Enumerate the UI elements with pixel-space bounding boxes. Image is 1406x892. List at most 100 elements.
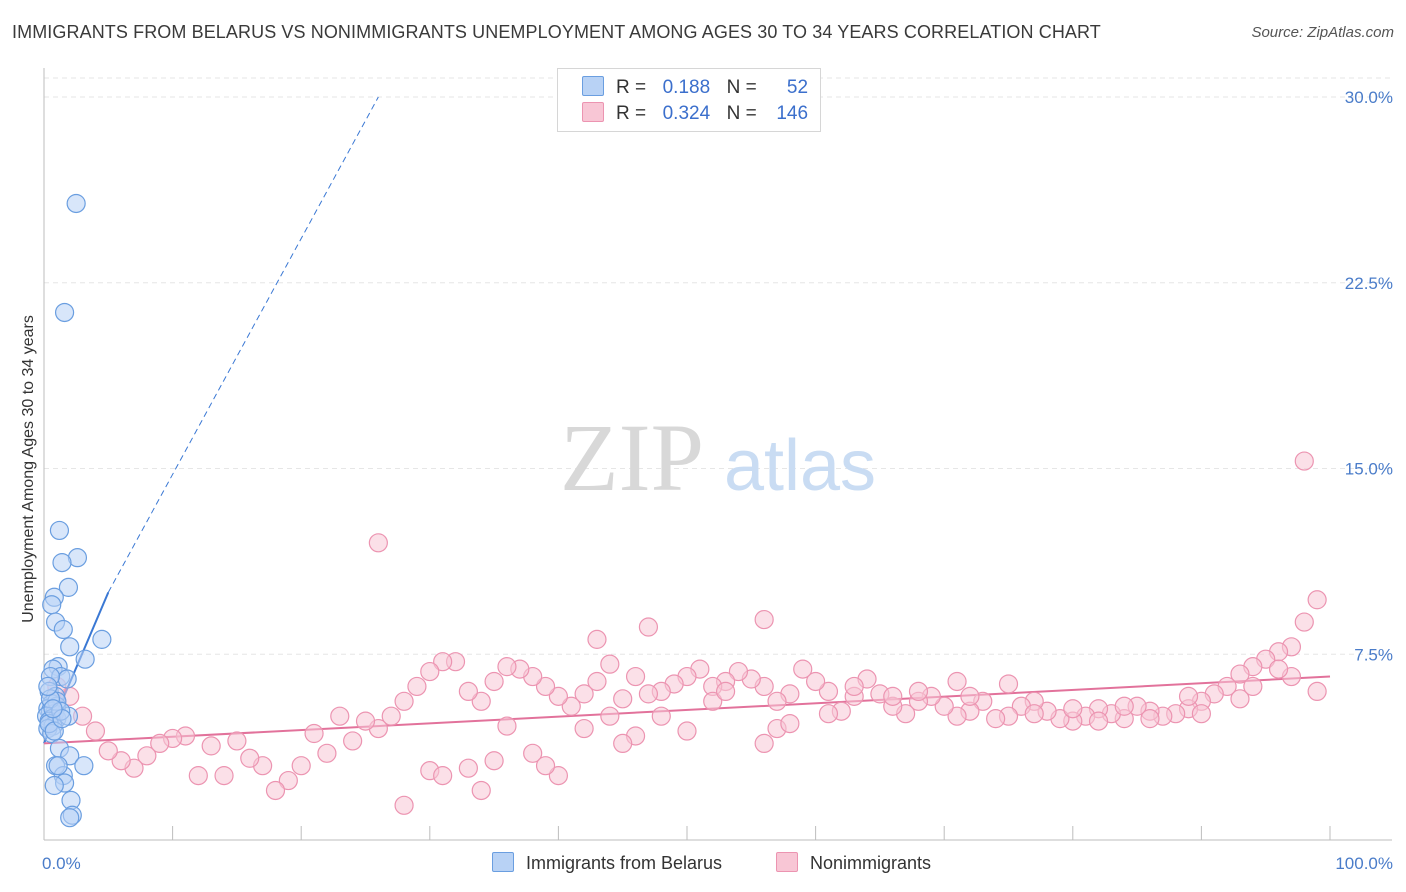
point-nonimmigrant xyxy=(484,751,504,771)
point-nonimmigrant xyxy=(1024,704,1044,724)
point-nonimmigrant xyxy=(330,706,350,726)
legend-n-value-2: 146 xyxy=(776,103,809,124)
legend-r-label-1: R = xyxy=(616,77,647,98)
point-nonimmigrant xyxy=(535,756,556,776)
point-nonimmigrant xyxy=(754,609,774,630)
legend-r-value-1: 0.188 xyxy=(662,77,711,98)
point-nonimmigrant xyxy=(587,671,607,692)
point-nonimmigrant xyxy=(805,671,826,692)
stats-legend: R = 0.188 N = 52 R = 0.324 N = 146 xyxy=(557,68,821,132)
point-nonimmigrant xyxy=(1140,709,1160,729)
point-belarus xyxy=(58,577,79,597)
legend-r-value-2: 0.324 xyxy=(662,103,711,124)
point-nonimmigrant xyxy=(1230,689,1250,709)
point-nonimmigrant xyxy=(574,684,594,704)
point-nonimmigrant xyxy=(947,706,967,726)
point-nonimmigrant xyxy=(1243,676,1263,697)
point-nonimmigrant xyxy=(214,766,234,786)
watermark-zip: ZIP xyxy=(560,404,704,511)
point-nonimmigrant xyxy=(947,671,967,692)
point-nonimmigrant xyxy=(780,713,800,734)
point-belarus xyxy=(53,619,73,640)
point-nonimmigrant xyxy=(600,654,620,674)
point-nonimmigrant xyxy=(304,723,324,744)
point-nonimmigrant xyxy=(1088,711,1109,731)
point-nonimmigrant xyxy=(265,780,286,801)
bottom-legend-belarus: Immigrants from Belarus xyxy=(492,852,722,876)
grid-lines xyxy=(44,77,1392,655)
point-nonimmigrant xyxy=(278,770,298,791)
point-nonimmigrant xyxy=(458,681,478,702)
point-nonimmigrant xyxy=(1307,590,1327,610)
data-points xyxy=(36,193,1327,828)
point-nonimmigrant xyxy=(368,533,388,553)
point-nonimmigrant xyxy=(394,691,414,711)
point-nonimmigrant xyxy=(240,748,260,768)
point-nonimmigrant xyxy=(150,733,170,754)
point-nonimmigrant xyxy=(613,689,633,709)
y-tick-label: 22.5% xyxy=(1345,274,1393,293)
point-belarus xyxy=(66,193,86,214)
watermark-atlas: atlas xyxy=(724,426,876,506)
point-nonimmigrant xyxy=(471,691,491,711)
point-belarus xyxy=(60,637,80,657)
axes xyxy=(43,68,1392,841)
point-nonimmigrant xyxy=(1294,451,1314,471)
bottom-legend-swatch-blue xyxy=(492,852,514,872)
point-nonimmigrant xyxy=(471,780,491,801)
point-nonimmigrant xyxy=(818,704,839,724)
y-tick-label: 7.5% xyxy=(1354,645,1393,664)
point-nonimmigrant xyxy=(703,691,723,711)
point-nonimmigrant xyxy=(998,674,1019,694)
point-nonimmigrant xyxy=(227,731,247,751)
point-nonimmigrant xyxy=(574,718,594,739)
legend-row-nonimmigrants: R = 0.324 N = 146 xyxy=(582,102,808,126)
chart-title: IMMIGRANTS FROM BELARUS VS NONIMMIGRANTS… xyxy=(12,22,1101,42)
point-nonimmigrant xyxy=(458,758,478,778)
point-nonimmigrant xyxy=(433,652,453,672)
point-nonimmigrant xyxy=(291,756,311,776)
point-nonimmigrant xyxy=(548,766,569,786)
point-nonimmigrant xyxy=(728,661,749,682)
trend-line-belarus-extension xyxy=(107,96,379,593)
point-nonimmigrant xyxy=(561,696,581,716)
point-nonimmigrant xyxy=(1307,681,1327,702)
point-nonimmigrant xyxy=(1294,612,1314,632)
point-belarus xyxy=(48,756,68,776)
point-nonimmigrant xyxy=(497,657,517,677)
point-nonimmigrant xyxy=(1230,664,1250,684)
point-nonimmigrant xyxy=(934,696,954,716)
legend-n-value-1: 52 xyxy=(786,77,809,98)
bottom-legend-label-nonimmigrants: Nonimmigrants xyxy=(810,853,932,873)
point-nonimmigrant xyxy=(201,736,221,756)
point-nonimmigrant xyxy=(587,629,607,649)
point-nonimmigrant xyxy=(986,709,1006,729)
point-nonimmigrant xyxy=(600,706,620,726)
point-nonimmigrant xyxy=(651,706,671,726)
watermark: ZIP atlas xyxy=(560,404,876,511)
point-nonimmigrant xyxy=(111,751,131,771)
trend-line-nonimmigrants xyxy=(43,675,1331,745)
point-nonimmigrant xyxy=(883,686,903,706)
point-nonimmigrant xyxy=(407,676,427,697)
point-nonimmigrant xyxy=(1114,696,1134,716)
legend-n-label-1: N = xyxy=(726,77,757,98)
point-nonimmigrant xyxy=(317,743,337,763)
point-belarus xyxy=(52,553,72,573)
point-nonimmigrant xyxy=(420,661,440,682)
point-nonimmigrant xyxy=(137,746,157,766)
point-nonimmigrant xyxy=(188,766,208,786)
point-nonimmigrant xyxy=(715,681,736,702)
y-tick-label: 15.0% xyxy=(1345,460,1393,479)
point-nonimmigrant xyxy=(638,684,659,704)
x-tick-label-max: 100.0% xyxy=(1335,854,1393,873)
legend-r-label-2: R = xyxy=(616,103,647,124)
point-nonimmigrant xyxy=(548,686,569,706)
y-tick-label: 30.0% xyxy=(1345,88,1393,107)
legend-n-label-2: N = xyxy=(726,103,757,124)
point-nonimmigrant xyxy=(960,686,980,706)
point-nonimmigrant xyxy=(535,676,556,697)
point-belarus xyxy=(43,699,63,719)
point-belarus xyxy=(74,756,94,776)
point-belarus xyxy=(60,808,80,828)
